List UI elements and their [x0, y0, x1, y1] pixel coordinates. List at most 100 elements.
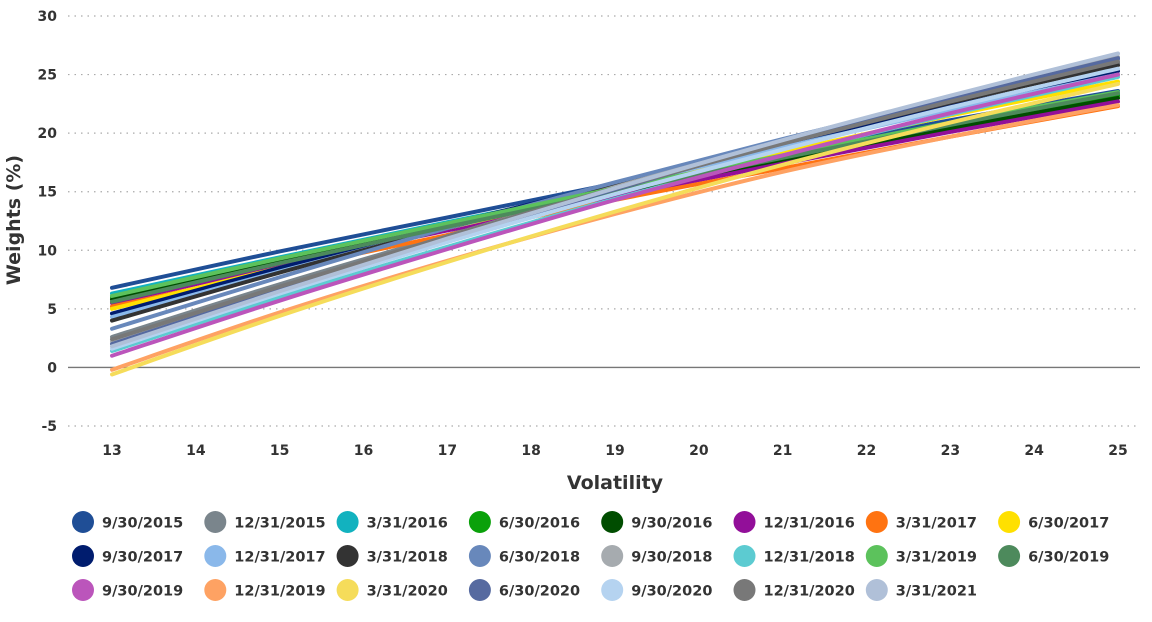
legend-item: 12/31/2017 [204, 545, 326, 567]
grid [68, 15, 1140, 427]
legend-swatch-icon [468, 579, 491, 601]
legend-swatch-icon [601, 545, 624, 567]
legend-swatch-icon [72, 579, 94, 601]
legend-label: 6/30/2019 [1028, 550, 1109, 566]
legend-item: 6/30/2020 [468, 579, 580, 601]
legend-label: 12/31/2020 [764, 584, 855, 600]
series-line-9-30-2019 [110, 72, 1120, 358]
legend-item: 9/30/2020 [601, 579, 712, 601]
legend-item: 6/30/2018 [468, 545, 580, 567]
y-tick-label: 0 [47, 360, 57, 376]
legend-item: 9/30/2017 [72, 545, 183, 567]
legend-swatch-icon [336, 545, 359, 567]
legend-swatch-icon [733, 545, 756, 567]
legend-label: 6/30/2017 [1028, 516, 1109, 532]
x-axis-ticks: 13 14 15 16 17 18 19 20 21 22 23 24 25 [102, 443, 1127, 459]
legend-swatch-icon [998, 511, 1021, 533]
legend-swatch-icon [865, 579, 888, 601]
legend-label: 9/30/2018 [631, 550, 712, 566]
legend-item: 3/31/2018 [336, 545, 448, 567]
legend: 9/30/2015 12/31/2015 3/31/2016 6/30/2016 9/3… [72, 511, 1109, 601]
legend-item: 9/30/2016 [601, 511, 712, 533]
x-tick-label: 21 [773, 443, 792, 459]
legend-swatch-icon [72, 545, 94, 567]
y-tick-label: 5 [47, 302, 57, 318]
legend-label: 9/30/2017 [102, 550, 183, 566]
x-tick-label: 17 [438, 443, 457, 459]
x-tick-label: 25 [1108, 443, 1127, 459]
x-tick-label: 19 [605, 443, 624, 459]
legend-label: 12/31/2015 [234, 516, 325, 532]
legend-label: 12/31/2019 [234, 584, 325, 600]
series-line-6-30-2019 [110, 91, 1120, 304]
series-lines [110, 51, 1120, 377]
y-axis-label: Weights (%) [3, 155, 25, 285]
legend-item: 12/31/2018 [733, 545, 855, 567]
legend-item: 3/31/2020 [336, 579, 448, 601]
legend-label: 12/31/2018 [764, 550, 855, 566]
legend-swatch-icon [601, 579, 624, 601]
legend-label: 3/31/2019 [896, 550, 977, 566]
series-line-12-31-2016 [110, 99, 1120, 305]
legend-item: 9/30/2018 [601, 545, 712, 567]
series-line-9-30-2020 [110, 66, 1120, 351]
y-tick-label: 30 [38, 9, 58, 25]
legend-item: 3/31/2016 [336, 511, 448, 533]
legend-label: 12/31/2016 [764, 516, 855, 532]
x-tick-label: 23 [941, 443, 960, 459]
legend-swatch-icon [733, 511, 756, 533]
legend-item: 6/30/2016 [468, 511, 580, 533]
legend-item: 3/31/2019 [865, 545, 977, 567]
y-tick-label: 25 [38, 68, 57, 84]
y-tick-label: 20 [38, 126, 58, 142]
legend-item: 12/31/2015 [204, 511, 326, 533]
series-line-3-31-2020 [110, 81, 1120, 377]
legend-label: 3/31/2020 [367, 584, 448, 600]
x-tick-label: 20 [689, 443, 709, 459]
series-line-3-31-2021 [110, 51, 1120, 349]
y-tick-label: -5 [41, 419, 57, 435]
x-tick-label: 16 [354, 443, 373, 459]
legend-item: 6/30/2017 [998, 511, 1109, 533]
x-tick-label: 13 [102, 443, 121, 459]
legend-swatch-icon [468, 545, 491, 567]
x-tick-label: 14 [186, 443, 206, 459]
legend-item: 9/30/2015 [72, 511, 183, 533]
legend-swatch-icon [72, 511, 94, 533]
x-tick-label: 24 [1024, 443, 1044, 459]
legend-item: 3/31/2017 [865, 511, 977, 533]
legend-swatch-icon [865, 545, 888, 567]
legend-swatch-icon [733, 579, 756, 601]
x-tick-label: 18 [521, 443, 540, 459]
legend-item: 3/31/2021 [865, 579, 977, 601]
legend-label: 3/31/2021 [896, 584, 977, 600]
legend-label: 6/30/2018 [499, 550, 580, 566]
x-tick-label: 15 [270, 443, 289, 459]
legend-label: 9/30/2020 [631, 584, 712, 600]
x-axis-label: Volatility [567, 472, 664, 494]
legend-label: 9/30/2015 [102, 516, 183, 532]
legend-swatch-icon [204, 579, 227, 601]
legend-label: 3/31/2018 [367, 550, 448, 566]
legend-swatch-icon [865, 511, 888, 533]
legend-swatch-icon [336, 579, 359, 601]
y-tick-label: 15 [38, 185, 57, 201]
legend-item: 9/30/2019 [72, 579, 183, 601]
y-tick-label: 10 [38, 243, 58, 259]
legend-label: 6/30/2020 [499, 584, 580, 600]
legend-swatch-icon [601, 511, 624, 533]
legend-label: 3/31/2017 [896, 516, 977, 532]
legend-swatch-icon [336, 511, 359, 533]
legend-item: 12/31/2019 [204, 579, 326, 601]
legend-swatch-icon [204, 511, 227, 533]
x-tick-label: 22 [857, 443, 876, 459]
y-axis-ticks: -5 0 5 10 15 20 25 30 [38, 9, 58, 435]
legend-label: 6/30/2016 [499, 516, 580, 532]
legend-swatch-icon [204, 545, 227, 567]
legend-swatch-icon [998, 545, 1021, 567]
legend-label: 9/30/2016 [631, 516, 712, 532]
legend-label: 9/30/2019 [102, 584, 183, 600]
legend-item: 12/31/2016 [733, 511, 855, 533]
legend-label: 12/31/2017 [234, 550, 325, 566]
